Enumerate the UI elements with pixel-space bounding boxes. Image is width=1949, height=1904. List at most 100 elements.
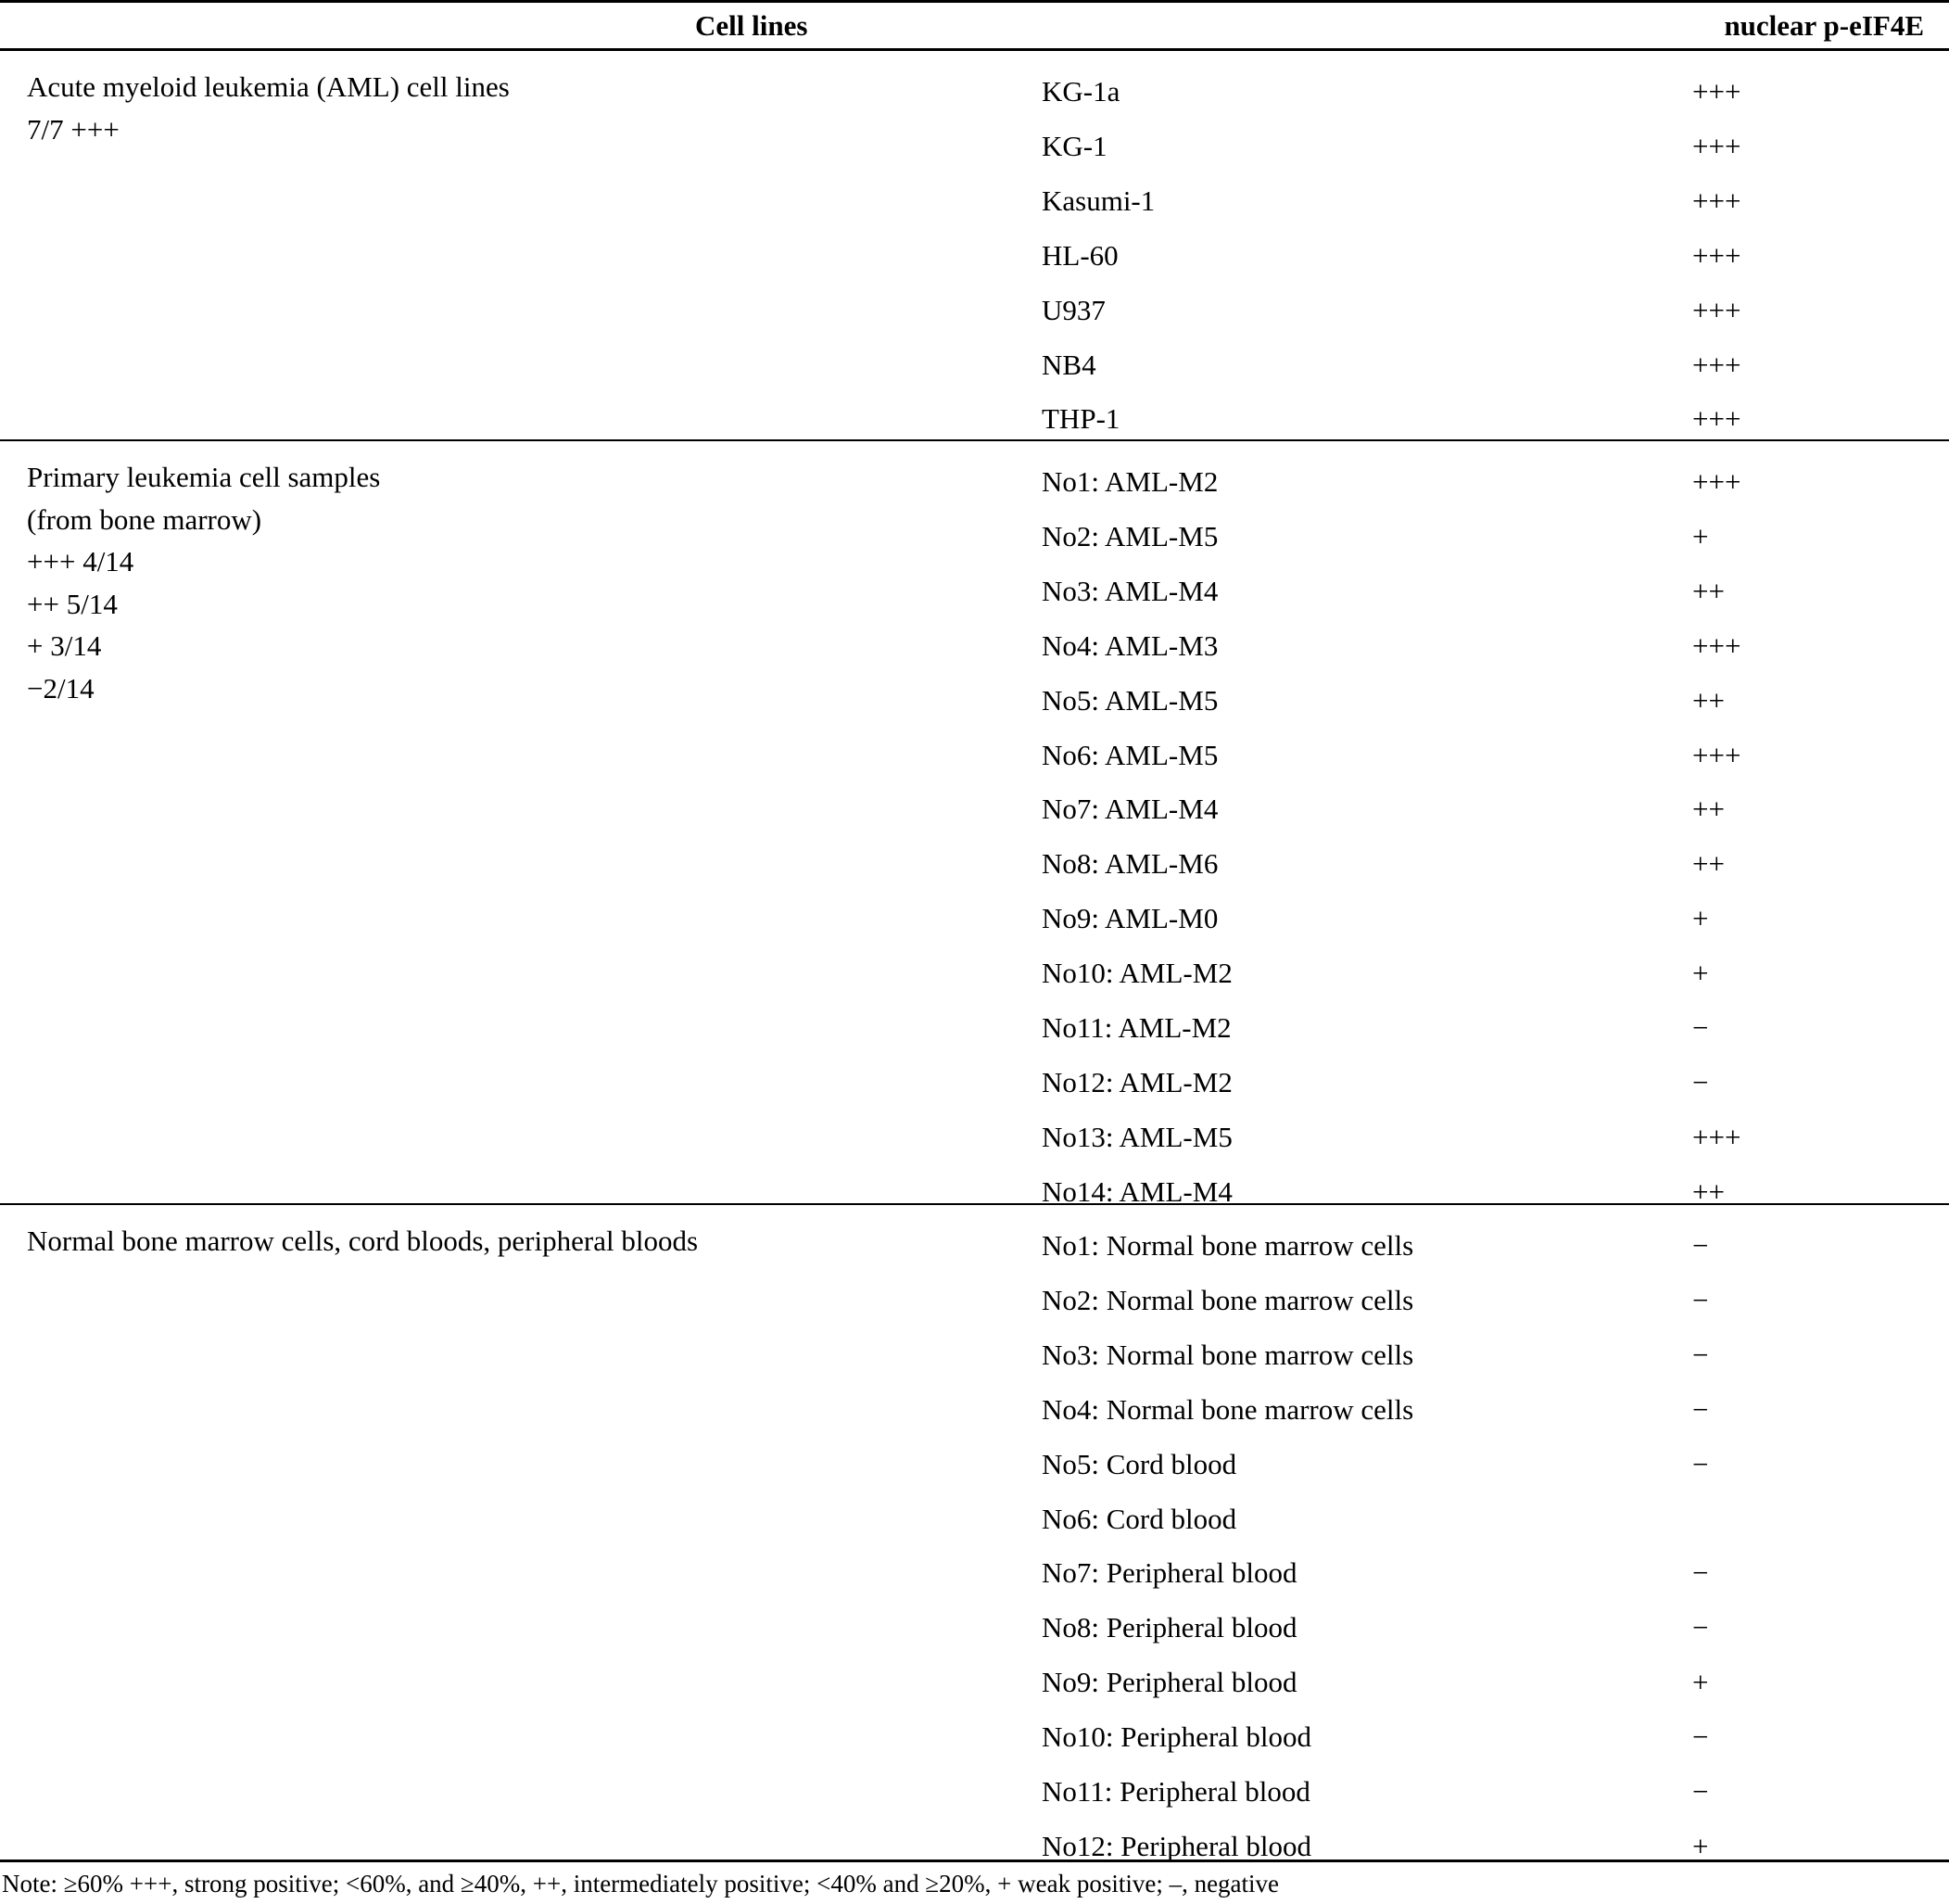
expression-value: − bbox=[1692, 1338, 1709, 1371]
group-label-line: Acute myeloid leukemia (AML) cell lines bbox=[27, 70, 510, 103]
expression-value: +++ bbox=[1692, 238, 1741, 272]
table-row: No9: AML-M0 + bbox=[0, 891, 1949, 946]
expression-value: +++ bbox=[1692, 129, 1741, 162]
group-label: Normal bone marrow cells, cord bloods, p… bbox=[27, 1220, 698, 1263]
expression-value: +++ bbox=[1692, 293, 1741, 326]
group-label-line: (from bone marrow) bbox=[27, 502, 262, 536]
group-label-line: Primary leukemia cell samples bbox=[27, 461, 381, 493]
sample-name: No7: AML-M4 bbox=[1042, 793, 1219, 826]
table-row: No1: AML-M2 +++ bbox=[0, 454, 1949, 509]
sample-name: KG-1a bbox=[1042, 75, 1120, 108]
table-row: No10: AML-M2 + bbox=[0, 946, 1949, 1000]
expression-value: + bbox=[1692, 957, 1709, 990]
table-row: No3: Normal bone marrow cells − bbox=[0, 1327, 1949, 1382]
table-row: No12: AML-M2 − bbox=[0, 1055, 1949, 1110]
table-row: Kasumi-1 +++ bbox=[0, 173, 1949, 228]
table-row: No6: Cord blood bbox=[0, 1491, 1949, 1546]
section-rule bbox=[0, 1203, 1949, 1205]
expression-value: ++ bbox=[1692, 683, 1725, 717]
sample-name: No1: Normal bone marrow cells bbox=[1042, 1229, 1414, 1262]
expression-value: ++ bbox=[1692, 847, 1725, 881]
table-row: No7: Peripheral blood − bbox=[0, 1545, 1949, 1600]
sample-name: HL-60 bbox=[1042, 238, 1119, 272]
expression-value: − bbox=[1692, 1011, 1709, 1044]
table-row: KG-1a +++ bbox=[0, 64, 1949, 119]
table-row: No8: AML-M6 ++ bbox=[0, 836, 1949, 891]
table-row: No10: Peripheral blood − bbox=[0, 1709, 1949, 1764]
top-rule bbox=[0, 0, 1949, 3]
table-row: No7: AML-M4 ++ bbox=[0, 781, 1949, 836]
table-row: KG-1 +++ bbox=[0, 119, 1949, 173]
sample-name: U937 bbox=[1042, 293, 1106, 326]
expression-value: + bbox=[1692, 1666, 1709, 1699]
sample-name: NB4 bbox=[1042, 348, 1096, 381]
section-rule bbox=[0, 439, 1949, 441]
sample-name: No10: AML-M2 bbox=[1042, 957, 1233, 990]
expression-value: +++ bbox=[1692, 628, 1741, 662]
group-label-line: Normal bone marrow cells, cord bloods, p… bbox=[27, 1225, 699, 1257]
table-row: NB4 +++ bbox=[0, 337, 1949, 392]
sample-name: No4: Normal bone marrow cells bbox=[1042, 1392, 1414, 1426]
sample-name: No14: AML-M4 bbox=[1042, 1174, 1233, 1208]
group-label-line: + 3/14 bbox=[27, 629, 102, 663]
header-cell-lines: Cell lines bbox=[695, 9, 808, 42]
expression-value: ++ bbox=[1692, 1174, 1725, 1208]
expression-value: − bbox=[1692, 1392, 1709, 1426]
table-row: No5: Cord blood − bbox=[0, 1437, 1949, 1491]
sample-name: No11: Peripheral blood bbox=[1042, 1775, 1310, 1808]
sample-name: No6: Cord blood bbox=[1042, 1502, 1237, 1535]
expression-value: +++ bbox=[1692, 184, 1741, 217]
table-row: No6: AML-M5 +++ bbox=[0, 728, 1949, 782]
table-row: No14: AML-M4 ++ bbox=[0, 1164, 1949, 1219]
expression-value: ++ bbox=[1692, 793, 1725, 826]
expression-value: − bbox=[1692, 1065, 1709, 1098]
expression-value: − bbox=[1692, 1775, 1709, 1808]
group-label: Primary leukemia cell samples (from bone … bbox=[27, 456, 380, 710]
group-label-line: +++ 4/14 bbox=[27, 545, 134, 578]
sample-name: No10: Peripheral blood bbox=[1042, 1720, 1312, 1754]
expression-value: +++ bbox=[1692, 75, 1741, 108]
group-label-line: −2/14 bbox=[27, 671, 95, 704]
expression-value: − bbox=[1692, 1720, 1709, 1754]
sample-name: No8: AML-M6 bbox=[1042, 847, 1219, 881]
expression-value: +++ bbox=[1692, 738, 1741, 771]
sample-name: No8: Peripheral blood bbox=[1042, 1611, 1297, 1644]
table-row: No1: Normal bone marrow cells − bbox=[0, 1218, 1949, 1273]
table-row: No11: AML-M2 − bbox=[0, 1000, 1949, 1055]
table-row: No8: Peripheral blood − bbox=[0, 1600, 1949, 1655]
sample-name: No6: AML-M5 bbox=[1042, 738, 1219, 771]
sample-name: No12: Peripheral blood bbox=[1042, 1829, 1312, 1862]
expression-value: + bbox=[1692, 519, 1709, 552]
group-label-line: ++ 5/14 bbox=[27, 587, 118, 620]
sample-name: No5: Cord blood bbox=[1042, 1447, 1237, 1480]
header-rule bbox=[0, 48, 1949, 51]
group-label: Acute myeloid leukemia (AML) cell lines 7… bbox=[27, 66, 510, 150]
table-row: U937 +++ bbox=[0, 283, 1949, 337]
expression-value: + bbox=[1692, 902, 1709, 935]
group-label-line: 7/7 +++ bbox=[27, 112, 120, 146]
table-row: No12: Peripheral blood + bbox=[0, 1819, 1949, 1873]
table-row: HL-60 +++ bbox=[0, 228, 1949, 283]
sample-name: No12: AML-M2 bbox=[1042, 1065, 1233, 1098]
sample-name: No3: Normal bone marrow cells bbox=[1042, 1338, 1414, 1371]
table-row: No3: AML-M4 ++ bbox=[0, 564, 1949, 618]
expression-value: +++ bbox=[1692, 1120, 1741, 1153]
sample-name: No4: AML-M3 bbox=[1042, 628, 1219, 662]
expression-value: − bbox=[1692, 1611, 1709, 1644]
sample-name: No11: AML-M2 bbox=[1042, 1011, 1232, 1044]
expression-value: − bbox=[1692, 1447, 1709, 1480]
bottom-rule bbox=[0, 1860, 1949, 1862]
table-row: THP-1 +++ bbox=[0, 391, 1949, 446]
table-row: No9: Peripheral blood + bbox=[0, 1655, 1949, 1709]
sample-name: No2: Normal bone marrow cells bbox=[1042, 1283, 1414, 1316]
table-note: Note: ≥60% +++, strong positive; <60%, a… bbox=[2, 1870, 1280, 1898]
expression-value: +++ bbox=[1692, 348, 1741, 381]
sample-name: No1: AML-M2 bbox=[1042, 465, 1219, 498]
expression-value: ++ bbox=[1692, 574, 1725, 607]
sample-name: KG-1 bbox=[1042, 129, 1107, 162]
expression-value: +++ bbox=[1692, 402, 1741, 436]
expression-value: + bbox=[1692, 1829, 1709, 1862]
expression-value: − bbox=[1692, 1556, 1709, 1590]
table-row: No4: AML-M3 +++ bbox=[0, 618, 1949, 673]
sample-name: No9: Peripheral blood bbox=[1042, 1666, 1297, 1699]
